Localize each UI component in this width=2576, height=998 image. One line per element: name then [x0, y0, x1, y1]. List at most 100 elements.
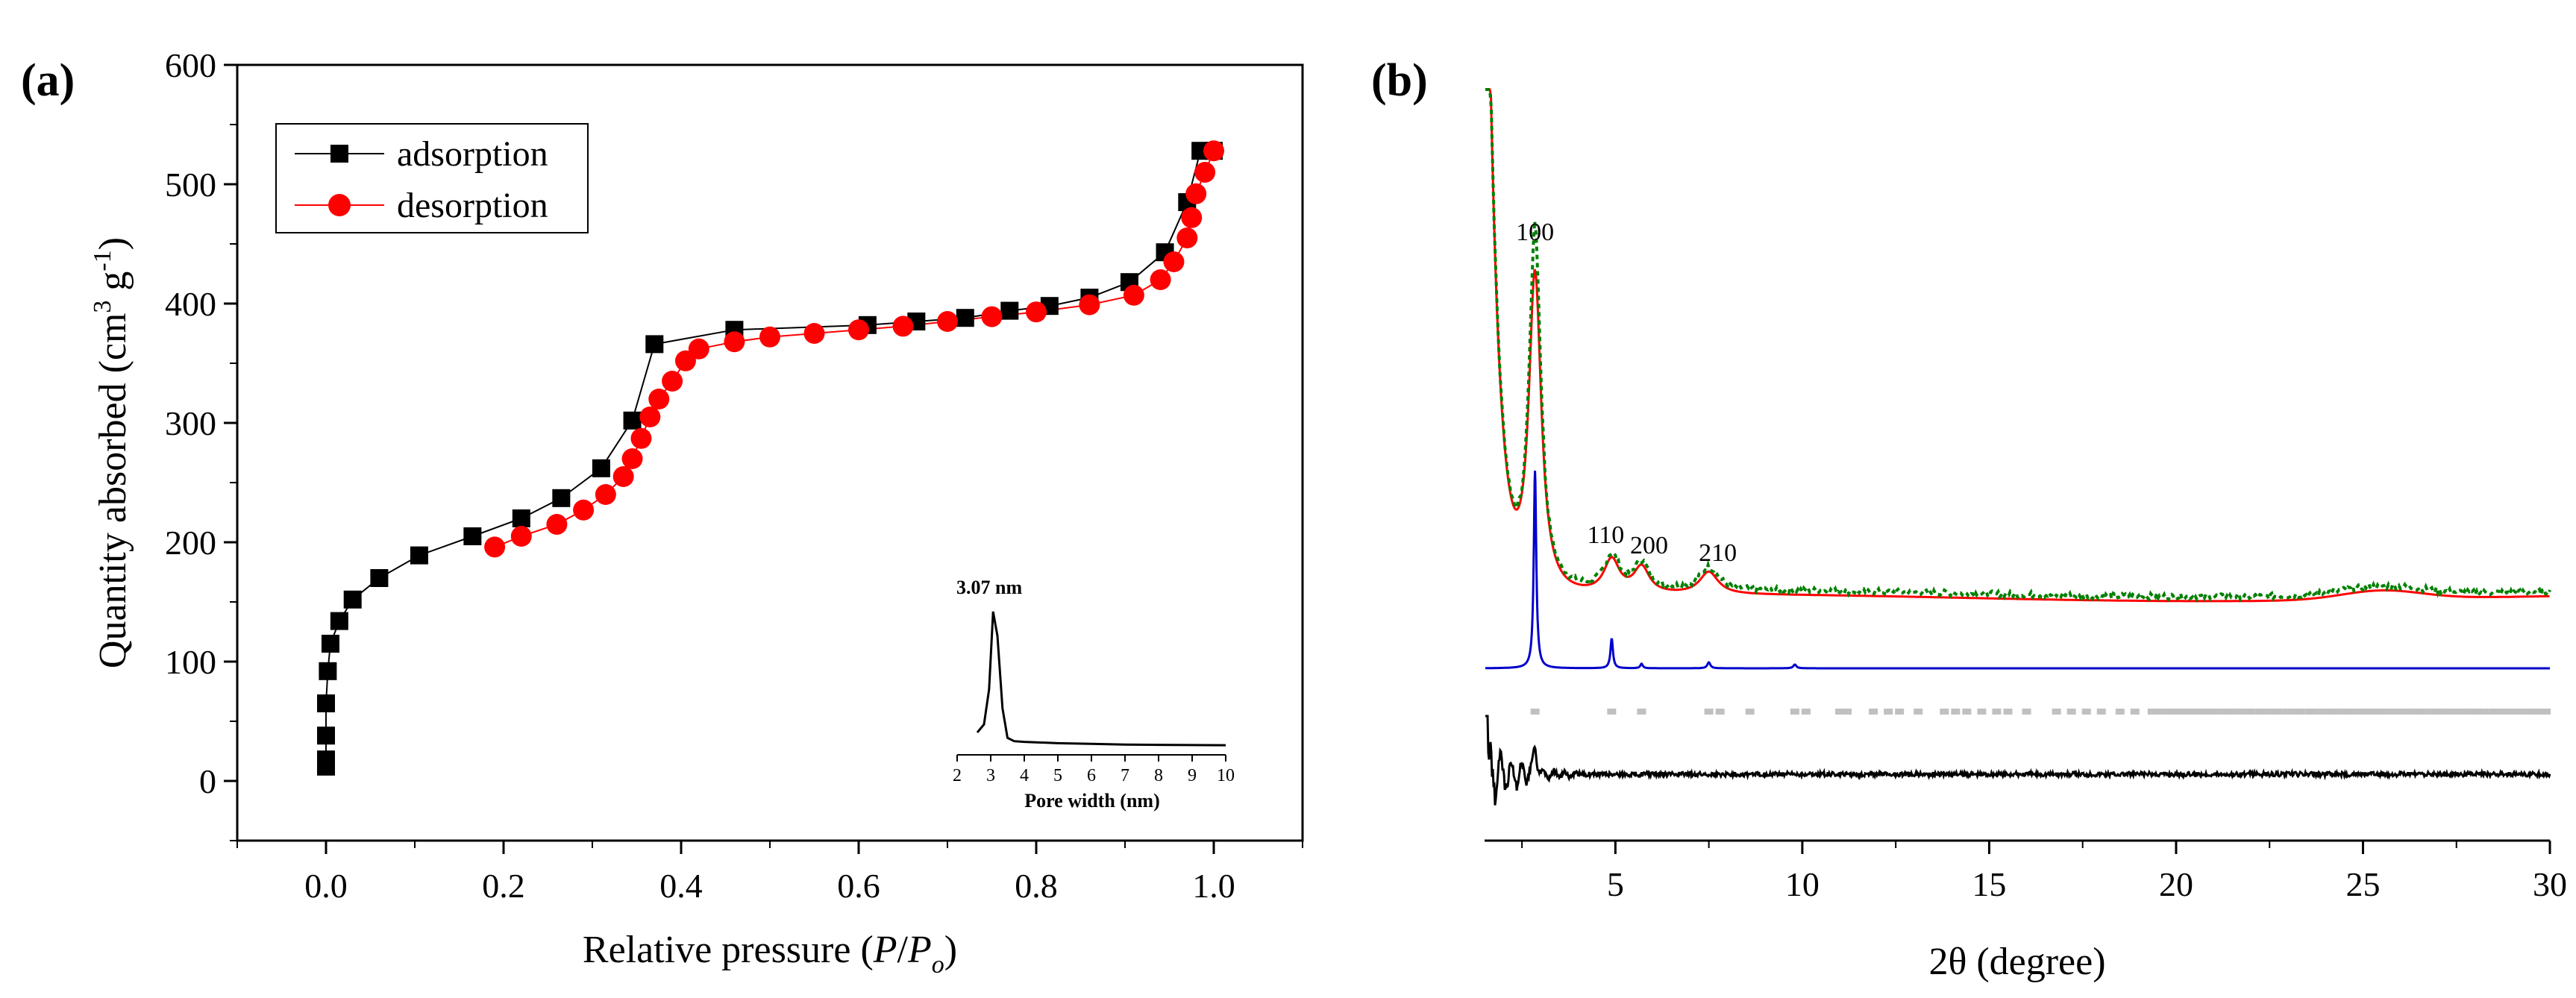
adsorption-point: [370, 569, 389, 587]
inset-x-ticks: 2 3 4 5 6 7 8 9 10: [953, 755, 1235, 785]
legend-adsorption-marker: [330, 145, 348, 163]
inset-x-tick-label: 9: [1188, 766, 1197, 785]
bragg-tick: [2242, 709, 2247, 715]
y-tick-label: 200: [165, 524, 216, 562]
bragg-tick: [2394, 709, 2399, 715]
bragg-tick: [1895, 709, 1905, 715]
inset-peak-annotation: 3.07 nm: [956, 577, 1022, 598]
inset-x-tick-label: 5: [1053, 766, 1062, 785]
desorption-point: [1181, 207, 1203, 228]
bragg-tick: [2201, 709, 2207, 715]
bragg-tick: [2215, 709, 2220, 715]
bragg-tick: [2528, 709, 2533, 715]
bragg-tick: [1835, 709, 1844, 715]
bragg-tick: [2421, 709, 2426, 715]
desorption-point: [1123, 284, 1144, 306]
desorption-point: [630, 427, 652, 449]
bragg-tick: [2309, 709, 2314, 715]
bragg-tick: [2156, 709, 2161, 715]
bragg-tick: [1745, 709, 1755, 715]
bragg-tick: [2210, 709, 2216, 715]
bragg-tick: [2340, 709, 2345, 715]
desorption-point: [724, 331, 745, 353]
panel-b-x-axis-title: 2θ (degree): [1928, 941, 2105, 983]
bragg-tick: [2096, 709, 2106, 715]
desorption-point: [639, 407, 661, 427]
bragg-tick: [2492, 709, 2498, 715]
peak-label-110: 110: [1587, 521, 1624, 549]
desorption-point: [1185, 183, 1207, 204]
adsorption-point: [410, 546, 428, 565]
inset-x-tick-label: 8: [1154, 766, 1163, 785]
adsorption-point: [645, 335, 664, 354]
bragg-tick: [2354, 709, 2359, 715]
bragg-tick: [2542, 709, 2547, 715]
bragg-tick: [2224, 709, 2234, 715]
x-tick-label: 0.4: [659, 867, 703, 905]
adsorption-point: [512, 509, 530, 527]
bragg-tick: [2470, 709, 2475, 715]
peak-labels: 100 110 200 210: [1516, 219, 1737, 567]
inset-x-tick-label: 3: [986, 766, 995, 785]
bragg-tick: [2475, 709, 2480, 715]
bragg-tick: [2331, 709, 2337, 715]
bragg-tick: [1704, 709, 1714, 715]
bragg-tick: [1884, 709, 1893, 715]
bragg-tick: [2287, 709, 2292, 715]
bragg-positions: [1530, 709, 2551, 715]
desorption-point: [981, 306, 1003, 327]
bragg-tick: [1951, 709, 1961, 715]
panel-b: (b) 5 10 15 20 25 30 100 110 200 210 2θ (degree): [1371, 55, 2567, 983]
bragg-tick: [2081, 709, 2091, 715]
bragg-tick: [1977, 709, 1987, 715]
bragg-tick: [2515, 709, 2520, 715]
bragg-tick: [1869, 709, 1878, 715]
bragg-tick: [2479, 709, 2484, 715]
bragg-tick: [2336, 709, 2341, 715]
x-tick-label: 30: [2533, 865, 2567, 903]
bragg-tick: [2389, 709, 2395, 715]
legend-desorption-label: desorption: [397, 186, 548, 225]
difference-line: [1485, 715, 2551, 806]
desorption-point: [510, 526, 532, 547]
adsorption-point: [1000, 301, 1019, 320]
panel-a-y-axis-title: Quantity absorbed (cm3 g-1): [89, 237, 134, 668]
x-tick-label: 0.6: [837, 867, 880, 905]
inset-x-tick-label: 6: [1087, 766, 1096, 785]
adsorption-line: [325, 150, 1214, 767]
desorption-point: [573, 499, 595, 521]
bragg-tick: [2260, 709, 2265, 715]
bragg-tick: [2295, 709, 2301, 715]
bragg-tick: [2506, 709, 2511, 715]
panel-a-series: [317, 140, 1224, 776]
x-tick-label: 5: [1607, 865, 1624, 903]
bragg-tick: [2385, 709, 2390, 715]
bragg-tick: [2443, 709, 2448, 715]
bragg-tick: [2524, 709, 2529, 715]
desorption-point: [1176, 227, 1198, 248]
adsorption-point: [592, 459, 610, 477]
bragg-tick: [2273, 709, 2278, 715]
desorption-point: [546, 514, 568, 535]
desorption-point: [1079, 294, 1100, 316]
bragg-tick: [1530, 709, 1540, 715]
desorption-point: [1026, 301, 1047, 323]
bragg-tick: [2269, 709, 2274, 715]
x-tick-label: 10: [1785, 865, 1820, 903]
bragg-tick: [2381, 709, 2386, 715]
y-tick-label: 100: [165, 643, 216, 681]
panel-a-legend: adsorption desorption: [275, 123, 589, 233]
bragg-tick: [2115, 709, 2125, 715]
desorption-point: [759, 326, 780, 348]
bragg-tick: [2291, 709, 2296, 715]
adsorption-point: [623, 411, 642, 430]
bragg-tick: [2349, 709, 2354, 715]
desorption-point: [937, 311, 958, 332]
panel-b-label: (b): [1371, 55, 1428, 106]
simulated-pattern-line: [1485, 470, 2550, 670]
adsorption-point: [321, 635, 339, 653]
x-tick-label: 0.0: [304, 867, 348, 905]
bragg-tick: [2466, 709, 2471, 715]
bragg-tick: [2052, 709, 2061, 715]
panel-b-x-ticks: 5 10 15 20 25 30: [1521, 841, 2567, 903]
